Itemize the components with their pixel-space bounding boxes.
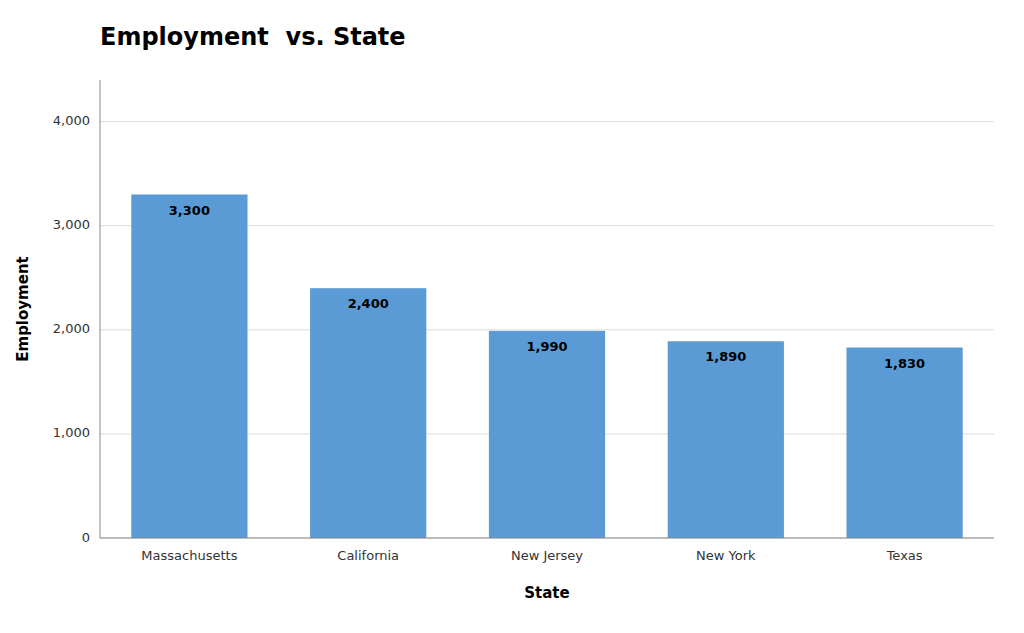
y-tick-label: 0: [82, 530, 90, 545]
y-tick-label: 1,000: [53, 425, 90, 440]
chart-container: 0 1,000 2,000 3,000 4,000 3,300 2,400 1,990 1,89…: [0, 0, 1024, 633]
chart-svg: 0 1,000 2,000 3,000 4,000 3,300 2,400 1,990 1,89…: [0, 0, 1024, 633]
x-tick-label: California: [337, 548, 399, 563]
y-tick-label: 3,000: [53, 217, 90, 232]
x-tick-label: Texas: [886, 548, 923, 563]
x-tick-label: New York: [696, 548, 756, 563]
data-label: 1,890: [705, 349, 746, 364]
x-ticks: Massachusetts California New Jersey New Yor…: [141, 548, 922, 563]
grid-line: [100, 121, 994, 122]
data-labels: 3,300 2,400 1,990 1,890 1,830: [169, 203, 925, 371]
data-label: 1,830: [884, 356, 925, 371]
x-tick-label: Massachusetts: [141, 548, 237, 563]
y-axis-line: [100, 80, 101, 538]
bar: [489, 331, 605, 538]
data-label: 1,990: [526, 339, 567, 354]
bars: [131, 195, 962, 539]
bar: [131, 195, 247, 539]
y-axis-label: Employment: [14, 256, 32, 362]
bar: [846, 348, 962, 538]
x-axis-label: State: [524, 584, 569, 602]
grid-line: [100, 538, 994, 539]
bar: [310, 288, 426, 538]
y-ticks: 0 1,000 2,000 3,000 4,000: [53, 113, 90, 544]
x-axis-line: [100, 538, 994, 539]
data-label: 3,300: [169, 203, 210, 218]
title: Employment vs. State: [100, 23, 406, 51]
y-tick-label: 2,000: [53, 321, 90, 336]
grid: [100, 122, 994, 538]
data-label: 2,400: [348, 296, 389, 311]
bar: [668, 341, 784, 538]
page: {"chart_data": {"type": "bar", "title": …: [0, 0, 1024, 633]
x-tick-label: New Jersey: [511, 548, 583, 563]
y-tick-label: 4,000: [53, 113, 90, 128]
